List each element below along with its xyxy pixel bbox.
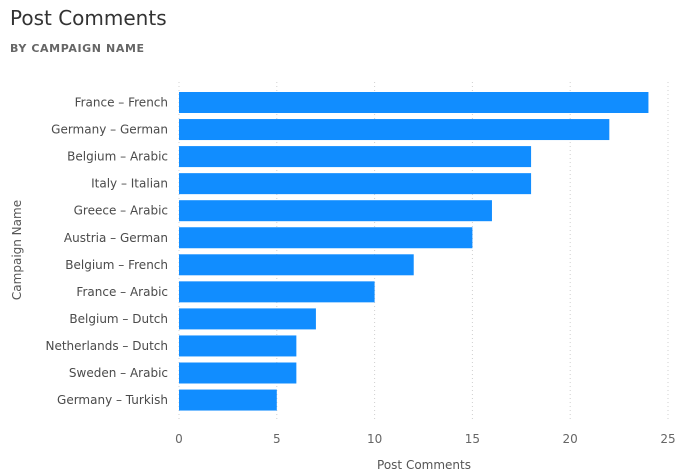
category-label: Belgium – Arabic bbox=[67, 150, 168, 164]
category-label: Germany – Turkish bbox=[57, 393, 168, 407]
chart-subtitle: BY CAMPAIGN NAME bbox=[10, 42, 145, 55]
bar[interactable] bbox=[179, 281, 375, 303]
category-label: Italy – Italian bbox=[91, 177, 168, 191]
category-label: France – Arabic bbox=[76, 285, 168, 299]
bar[interactable] bbox=[179, 173, 532, 195]
bar[interactable] bbox=[179, 389, 277, 411]
category-label: Belgium – French bbox=[65, 258, 168, 272]
bars bbox=[179, 92, 649, 411]
category-label: Netherlands – Dutch bbox=[45, 339, 168, 353]
x-tick-label: 10 bbox=[367, 432, 382, 446]
x-tick-label: 0 bbox=[175, 432, 183, 446]
category-label: Sweden – Arabic bbox=[69, 366, 168, 380]
bar[interactable] bbox=[179, 92, 649, 113]
category-label: Germany – German bbox=[51, 123, 168, 137]
x-tick-label: 20 bbox=[563, 432, 578, 446]
bar[interactable] bbox=[179, 335, 297, 357]
x-tick-label: 5 bbox=[273, 432, 281, 446]
x-tick-labels: 0 5 10 15 20 25 bbox=[175, 432, 675, 446]
bar[interactable] bbox=[179, 362, 297, 384]
bar[interactable] bbox=[179, 146, 532, 168]
bar[interactable] bbox=[179, 308, 316, 330]
x-tick-label: 15 bbox=[465, 432, 480, 446]
category-labels: France – French Germany – German Belgium –… bbox=[45, 96, 168, 408]
category-label: Greece – Arabic bbox=[74, 204, 168, 218]
bar[interactable] bbox=[179, 200, 492, 222]
x-tick-label: 25 bbox=[660, 432, 675, 446]
bar[interactable] bbox=[179, 227, 473, 249]
category-label: Austria – German bbox=[64, 231, 168, 245]
bar[interactable] bbox=[179, 119, 610, 141]
category-label: France – French bbox=[75, 96, 168, 110]
bar[interactable] bbox=[179, 254, 414, 276]
y-axis-title: Campaign Name bbox=[10, 200, 24, 300]
x-axis-title: Post Comments bbox=[377, 458, 471, 472]
category-label: Belgium – Dutch bbox=[69, 312, 168, 326]
chart-title: Post Comments bbox=[10, 6, 167, 30]
